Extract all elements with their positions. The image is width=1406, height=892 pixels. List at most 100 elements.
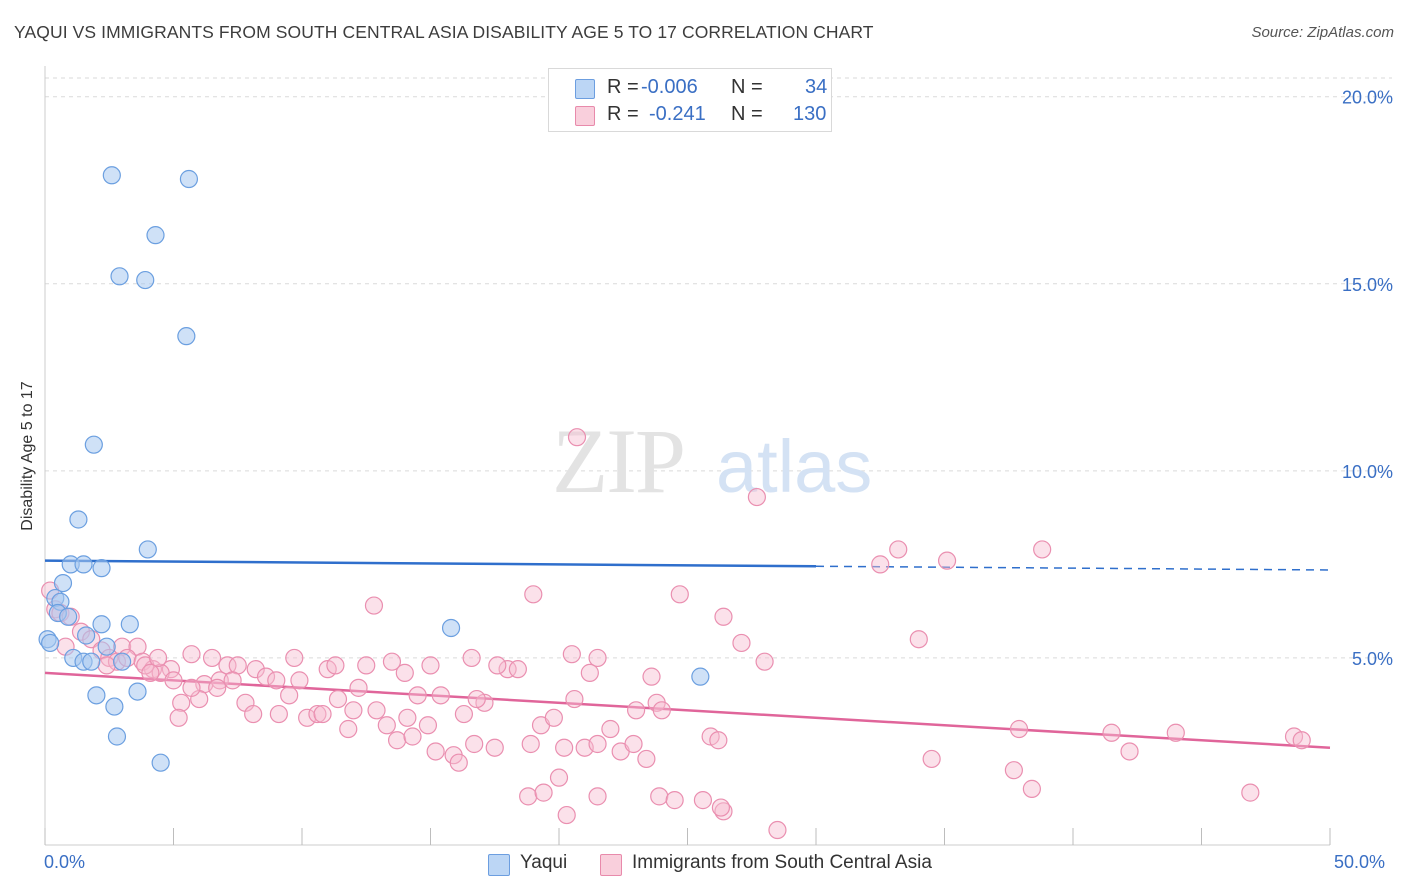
point-yaqui [41,633,60,653]
point-immigrants [308,704,327,724]
point-yaqui [84,435,103,454]
point-yaqui [105,697,124,716]
point-immigrants [364,596,384,615]
point-immigrants [344,701,363,720]
legend-r-value: -0.006 [641,76,698,98]
point-immigrants [519,787,538,806]
point-immigrants [449,753,468,772]
point-immigrants [937,551,957,570]
point-immigrants [246,660,265,679]
point-immigrants [280,686,299,705]
point-yaqui [179,169,199,189]
point-immigrants [1292,731,1311,750]
legend-r-label: R = [607,103,639,125]
point-immigrants [313,704,332,724]
watermark-zip: ZIP [552,410,684,512]
point-immigrants [164,671,183,690]
series-swatch-immigrants [600,854,622,876]
point-immigrants [182,645,201,664]
legend-n-value: 130 [793,103,827,125]
point-immigrants [398,708,417,727]
point-immigrants [871,555,890,574]
point-immigrants [1009,719,1029,739]
point-immigrants [244,704,263,724]
point-immigrants [498,660,517,679]
point-immigrants [693,791,713,810]
point-immigrants [555,738,574,757]
point-immigrants [408,686,427,705]
point-yaqui [92,559,111,578]
point-immigrants [290,671,309,690]
series-label-yaqui: Yaqui [520,852,568,873]
point-immigrants [488,656,507,675]
point-yaqui [110,267,129,286]
point-immigrants [382,652,402,671]
point-immigrants [889,540,908,559]
series-legend: Yaqui Immigrants from South Central Asia [0,852,1406,878]
point-immigrants [298,708,317,727]
point-yaqui [59,607,78,626]
point-immigrants [172,693,191,712]
point-yaqui [691,667,710,686]
point-immigrants [387,731,407,750]
point-immigrants [521,734,540,754]
point-immigrants [544,708,563,727]
point-immigrants [534,783,553,802]
point-immigrants [431,686,450,705]
y-tick-label: 10.0% [1342,462,1393,482]
chart-title: YAQUI VS IMMIGRANTS FROM SOUTH CENTRAL A… [14,22,874,42]
point-immigrants [367,701,386,720]
point-yaqui [77,626,96,645]
trend-line-yaqui [44,559,817,568]
point-yaqui [97,637,116,656]
point-immigrants [642,667,661,686]
point-immigrants [1166,723,1185,742]
data-points [38,166,1311,840]
point-yaqui [74,555,93,574]
point-immigrants [1241,783,1260,802]
point-immigrants [562,645,581,664]
y-tick-labels: 5.0% 10.0% 15.0% 20.0% [1342,88,1393,669]
y-tick-label: 15.0% [1342,275,1393,295]
point-yaqui [102,166,121,185]
point-immigrants [601,719,620,739]
point-immigrants [169,708,188,727]
point-yaqui [177,327,196,346]
point-immigrants [580,663,599,682]
point-immigrants [588,648,607,668]
legend-n-value: 34 [805,76,828,98]
point-immigrants [637,749,656,769]
point-immigrants [768,820,787,840]
point-immigrants [1033,540,1052,559]
legend-r-label: R = [607,76,639,98]
point-immigrants [467,689,486,709]
point-immigrants [650,787,669,806]
point-immigrants [148,648,168,668]
point-immigrants [161,660,181,679]
point-immigrants [557,805,576,825]
trend-line-immigrants [44,671,1331,749]
point-immigrants [1102,723,1121,742]
point-immigrants [485,738,504,757]
point-immigrants [588,734,607,754]
point-immigrants [377,716,396,735]
point-yaqui [128,682,147,701]
trend-lines [44,559,1331,749]
point-immigrants [339,719,358,739]
point-immigrants [665,791,684,810]
point-immigrants [732,633,751,653]
point-immigrants [465,734,484,754]
point-yaqui [441,618,461,638]
y-axis-label: Disability Age 5 to 17 [19,381,36,531]
point-immigrants [182,678,201,697]
point-immigrants [565,689,584,709]
point-immigrants [256,667,276,686]
point-immigrants [909,630,928,649]
point-immigrants [1004,761,1023,780]
legend-r-value: -0.241 [649,103,706,125]
point-yaqui [87,686,106,705]
point-yaqui [69,510,88,529]
point-immigrants [267,671,286,690]
point-immigrants [624,734,643,754]
